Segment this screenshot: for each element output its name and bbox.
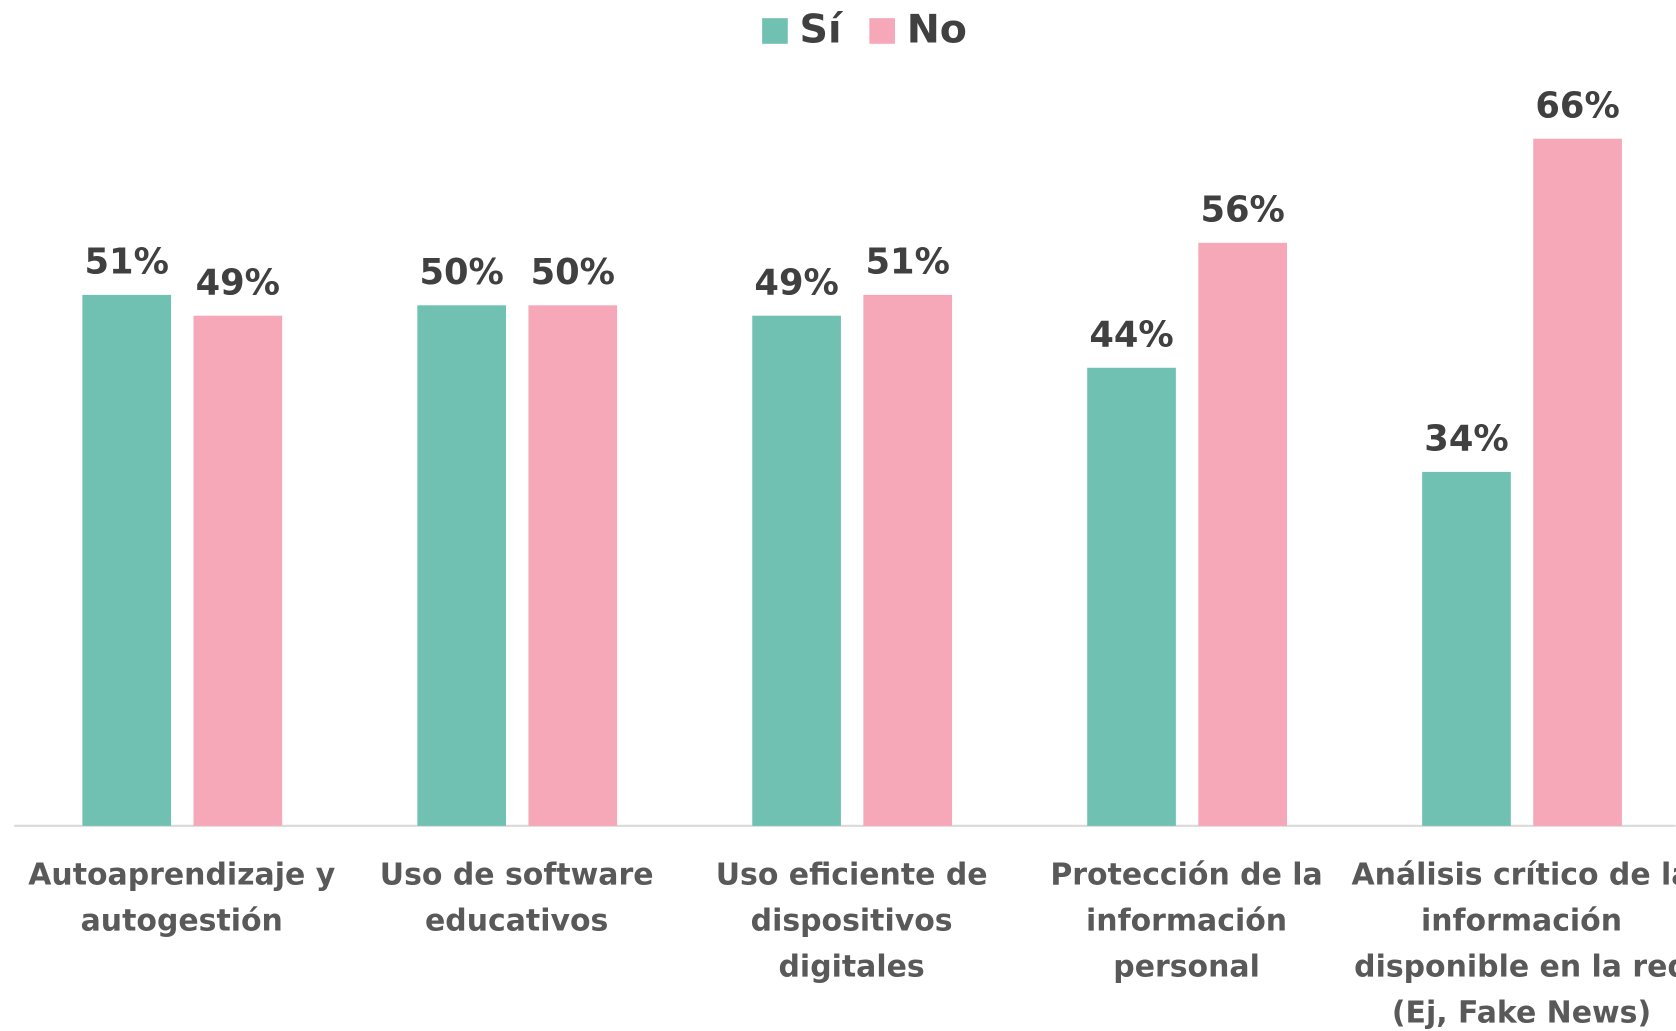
- data-label: 56%: [1200, 189, 1284, 230]
- legend-label: No: [907, 7, 967, 53]
- data-label: 50%: [419, 252, 503, 293]
- x-tick-label: Análisis crítico de la información dispo…: [1351, 856, 1676, 1030]
- x-tick-label: Autoaprendizaje y autogestión: [28, 856, 336, 939]
- legend-label: Sí: [800, 7, 844, 53]
- legend-swatch: [869, 18, 895, 44]
- data-label: 44%: [1089, 314, 1173, 355]
- x-label-box: Uso eficiente de dispositivos digitales: [715, 856, 988, 984]
- bar: [752, 315, 841, 826]
- x-label-box: Uso de software educativos: [379, 856, 654, 939]
- bar: [528, 305, 618, 826]
- data-label: 49%: [196, 262, 280, 303]
- bar: [1533, 138, 1622, 826]
- x-tick-label: Uso eficiente de dispositivos digitales: [715, 856, 988, 984]
- legend-swatch: [762, 18, 788, 44]
- x-tick-label: Protección de la información personal: [1050, 856, 1323, 984]
- bar: [863, 294, 953, 826]
- data-label: 34%: [1424, 419, 1508, 460]
- bar: [193, 315, 283, 826]
- bar: [417, 305, 506, 826]
- data-label: 51%: [866, 242, 950, 283]
- bar: [1422, 471, 1511, 826]
- data-label: 50%: [531, 252, 615, 293]
- bar: [1198, 242, 1287, 826]
- x-label-box: Análisis crítico de la información dispo…: [1351, 856, 1676, 1030]
- x-label-box: Autoaprendizaje y autogestión: [28, 856, 336, 939]
- x-label-box: Protección de la información personal: [1050, 856, 1323, 984]
- bar: [82, 294, 172, 826]
- data-label: 66%: [1535, 85, 1619, 126]
- data-label: 49%: [754, 262, 838, 303]
- x-tick-label: Uso de software educativos: [379, 856, 654, 939]
- bar: [1087, 367, 1176, 826]
- data-label: 51%: [85, 242, 169, 283]
